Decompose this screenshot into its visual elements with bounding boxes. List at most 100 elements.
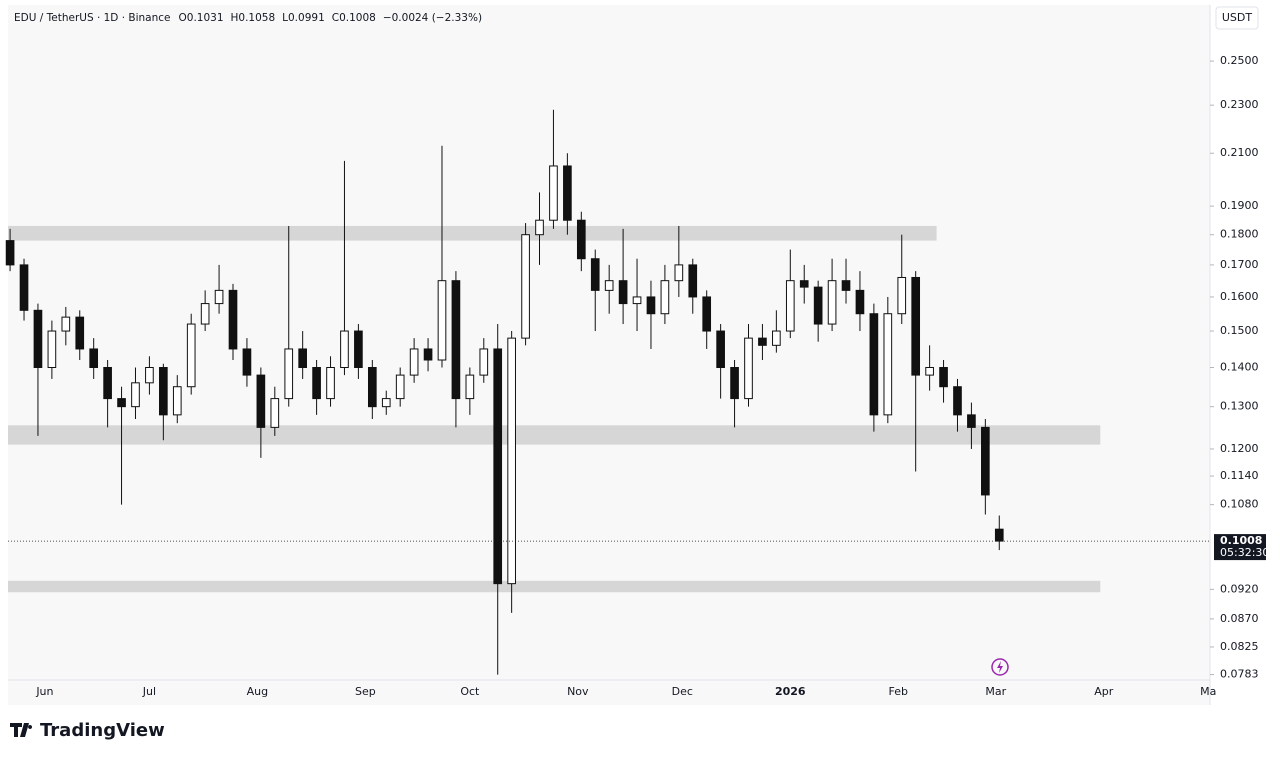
x-tick-label: Apr: [1094, 685, 1114, 698]
candle-body: [674, 264, 684, 282]
brand-logo: [10, 723, 33, 737]
candle-body: [772, 330, 781, 346]
candle-body: [256, 374, 266, 428]
lightning-icon[interactable]: [991, 658, 1009, 676]
y-tick-label: 0.1600: [1220, 290, 1259, 303]
ohlc-value: C0.1008: [332, 12, 376, 24]
candle-body: [590, 258, 600, 291]
last-price-label: 0.1008: [1220, 534, 1262, 547]
candle-body: [117, 398, 126, 408]
candle-body: [214, 289, 224, 305]
y-tick-label: 0.1900: [1220, 199, 1259, 212]
candle-body: [576, 219, 586, 260]
y-tick-label: 0.1080: [1220, 498, 1259, 511]
x-tick-label: Mar: [985, 685, 1006, 698]
candle-body: [813, 286, 823, 325]
candle-body: [103, 366, 112, 400]
candle-body: [172, 386, 182, 416]
candle-body: [660, 280, 670, 315]
candle-body: [744, 337, 753, 400]
candle-body: [131, 382, 140, 408]
candle-body: [507, 337, 516, 585]
candle-body: [563, 165, 572, 221]
candle-body: [395, 374, 405, 400]
candle-body: [270, 398, 280, 428]
price-zone: [8, 580, 1101, 593]
ohlc-value: −0.0024 (−2.33%): [383, 12, 482, 24]
y-tick-label: 0.0825: [1220, 640, 1259, 653]
candle-body: [535, 219, 544, 236]
candle-body: [437, 280, 447, 361]
symbol-title: EDU / TetherUS · 1D · Binance: [14, 12, 171, 24]
candle-body: [340, 330, 349, 368]
x-tick-label: Jul: [142, 685, 156, 698]
candle-body: [688, 264, 698, 298]
candle-body: [604, 280, 614, 291]
y-tick-label: 0.2500: [1220, 54, 1259, 67]
ohlc-value: O0.1031: [179, 12, 224, 24]
candle-body: [730, 366, 739, 400]
y-tick-label: 0.2100: [1220, 146, 1259, 159]
candle-body: [465, 374, 475, 400]
x-tick-label: Oct: [460, 685, 480, 698]
y-tick-label: 0.1200: [1220, 442, 1259, 455]
candle-body: [646, 296, 656, 315]
candle-body: [981, 426, 990, 496]
countdown: 05:32:30: [1220, 546, 1269, 559]
candle-body: [159, 366, 168, 416]
candle-body: [326, 366, 335, 400]
y-tick-label: 0.1400: [1220, 360, 1259, 373]
candle-body: [827, 280, 837, 325]
candle-body: [451, 280, 461, 400]
candle-body: [702, 296, 712, 332]
candle-body: [298, 348, 307, 368]
candle-body: [479, 348, 489, 376]
x-tick-label: Sep: [355, 685, 376, 698]
brand-name: TradingView: [40, 720, 165, 741]
candle-body: [521, 234, 530, 339]
candle-body: [242, 348, 252, 376]
candle-body: [841, 280, 851, 291]
x-tick-label: Jun: [35, 685, 53, 698]
candle-body: [994, 528, 1004, 542]
candle-body: [200, 303, 210, 325]
candle-body: [939, 366, 948, 388]
candle-body: [284, 348, 294, 400]
candle-body: [911, 276, 921, 376]
plot-background: [8, 5, 1210, 680]
y-tick-label: 0.0920: [1220, 582, 1259, 595]
candle-body: [869, 313, 879, 416]
candle-body: [5, 240, 15, 266]
y-tick-label: 0.0870: [1220, 612, 1259, 625]
candle-body: [785, 280, 795, 332]
x-tick-label: Feb: [889, 685, 908, 698]
candle-body: [89, 348, 99, 368]
candle-body: [312, 366, 321, 400]
candle-body: [145, 366, 154, 384]
candle-body: [493, 348, 503, 585]
currency-box[interactable]: [1215, 6, 1259, 30]
x-tick-label: Ma: [1200, 685, 1216, 698]
price-zone: [8, 425, 1101, 445]
y-tick-label: 0.1700: [1220, 258, 1259, 271]
candle-body: [897, 276, 907, 315]
candle-body: [367, 366, 377, 408]
y-tick-label: 0.1800: [1220, 228, 1259, 241]
price-zone: [8, 225, 937, 241]
candle-body: [19, 264, 29, 311]
candle-body: [618, 280, 628, 305]
last-price-badge: [1214, 534, 1266, 561]
time-axis-background: [8, 680, 1210, 705]
y-tick-label: 0.1500: [1220, 324, 1259, 337]
x-tick-label: 2026: [775, 685, 806, 698]
candle-body: [33, 309, 43, 368]
x-tick-label: Aug: [247, 685, 268, 698]
currency: USDT: [1222, 11, 1253, 24]
candle-body: [855, 289, 865, 315]
candle-body: [61, 316, 71, 332]
candle-body: [953, 386, 962, 416]
y-tick-label: 0.1140: [1220, 469, 1259, 482]
candle-body: [75, 316, 85, 350]
y-tick-label: 0.0783: [1220, 668, 1259, 681]
